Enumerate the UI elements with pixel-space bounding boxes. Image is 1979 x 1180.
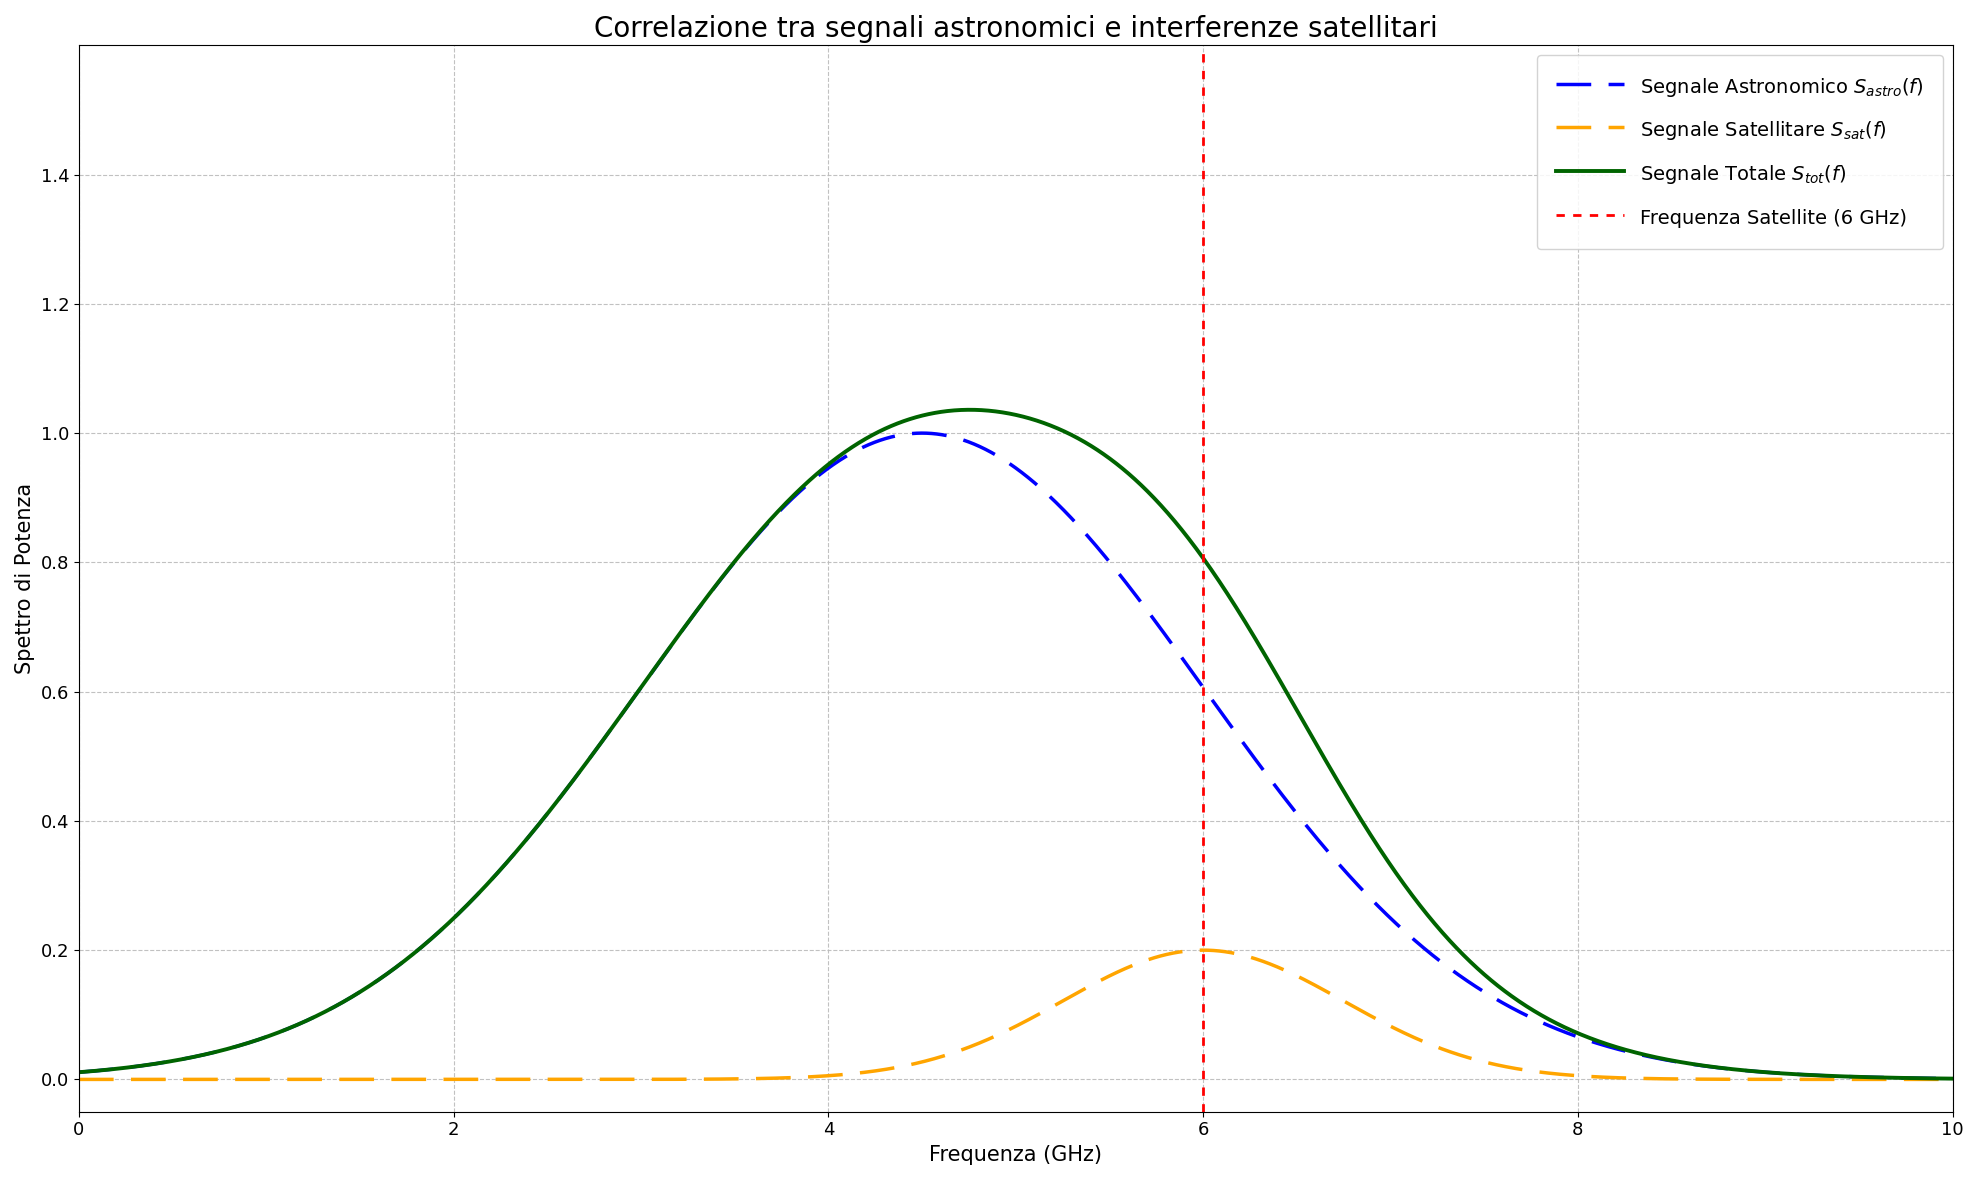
Title: Correlazione tra segnali astronomici e interferenze satellitari: Correlazione tra segnali astronomici e i… (594, 15, 1437, 42)
Y-axis label: Spettro di Potenza: Spettro di Potenza (16, 483, 36, 674)
Legend: Segnale Astronomico $S_{astro}(f)$, Segnale Satellitare $S_{sat}(f)$, Segnale To: Segnale Astronomico $S_{astro}(f)$, Segn… (1538, 55, 1943, 249)
X-axis label: Frequenza (GHz): Frequenza (GHz) (930, 1145, 1102, 1165)
